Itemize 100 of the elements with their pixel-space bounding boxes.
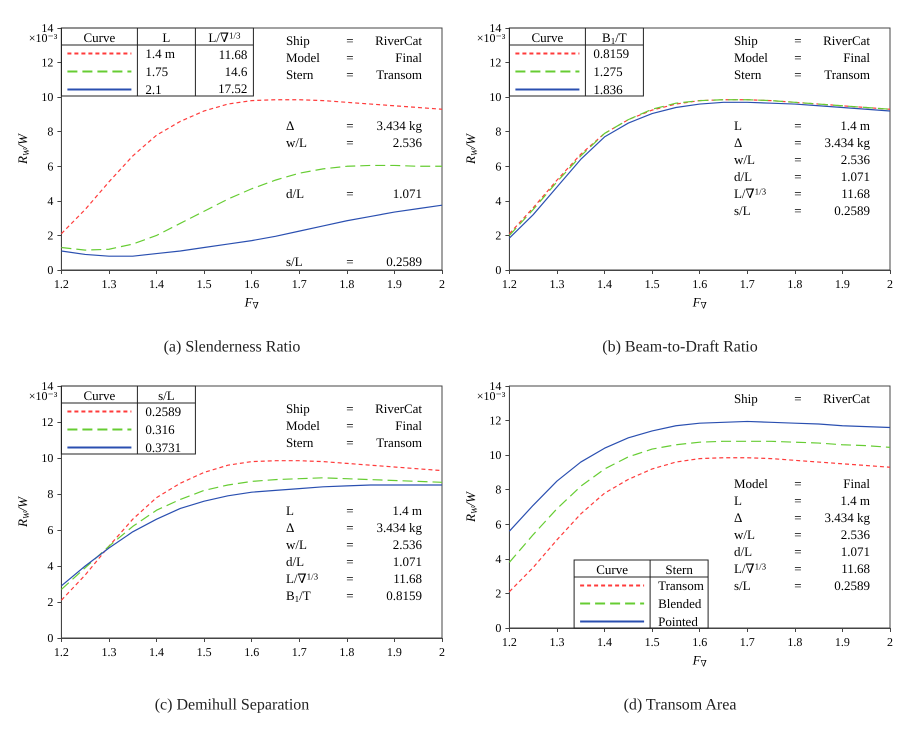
x-tick-label: 1.6 — [692, 635, 708, 649]
x-tick-label: 1.4 — [597, 635, 612, 649]
text: Ship = RiverCat — [286, 33, 422, 48]
x-tick-label: 1.9 — [386, 277, 402, 291]
legend-label: 0.3731 — [145, 440, 182, 455]
x-tick-label: 1.9 — [386, 645, 402, 659]
legend-label: 1.75 — [145, 64, 168, 79]
annotation: L — [162, 30, 170, 45]
y-tick-label: 10 — [41, 90, 54, 104]
x-tick-label: 1.2 — [502, 277, 517, 291]
legend-label: 1.4 m — [145, 46, 176, 61]
y-tick-label: 6 — [47, 523, 54, 537]
legend-label: Transom — [658, 578, 704, 593]
y-tick-label: 8 — [495, 482, 502, 497]
y-tick-label: 12 — [489, 56, 502, 70]
x-tick-label: 1.2 — [502, 635, 517, 649]
x-tick-label: 2 — [887, 635, 893, 649]
legend-title: Curve — [84, 388, 116, 403]
text: s/L = 0.2589 — [734, 203, 870, 218]
x-tick-label: 1.2 — [54, 645, 69, 659]
y-tick-label: 4 — [47, 559, 54, 573]
annotation: s/L — [158, 388, 175, 403]
x-tick-label: 1.8 — [787, 277, 802, 291]
x-tick-label: 1.9 — [834, 635, 850, 649]
line-series — [60, 164, 443, 251]
annotation: 17.52 — [218, 81, 248, 96]
y-tick-label: 0 — [495, 263, 502, 277]
y-tick-label: 2 — [47, 595, 54, 609]
legend-label: 0.316 — [145, 422, 176, 437]
annotation: Stern — [665, 562, 694, 577]
text: Stern = Transom — [734, 67, 870, 82]
x-tick-label: 2 — [439, 645, 445, 659]
y-tick-label: 6 — [495, 159, 502, 174]
x-tick-label: 1.4 — [149, 645, 164, 659]
x-axis-title: F∇ — [692, 652, 707, 668]
text: (b) Beam-to-Draft Ratio — [602, 338, 758, 356]
x-axis-title: F∇ — [692, 294, 707, 310]
y-tick-label: 0 — [495, 621, 502, 635]
text: Δ = 3.434 kg — [734, 135, 870, 150]
y-tick-label: 0 — [47, 263, 54, 277]
line-series — [508, 457, 891, 592]
x-tick-label: 1.3 — [549, 277, 564, 291]
y-tick-label: 4 — [495, 552, 502, 566]
legend-label: 1.275 — [593, 64, 623, 79]
y-tick-label: 12 — [41, 415, 54, 429]
x-axis-title: F∇ — [244, 294, 259, 310]
x-tick-label: 1.6 — [244, 277, 260, 291]
line-series — [60, 99, 443, 234]
text: Model = Final — [286, 418, 422, 433]
text: Stern = Transom — [286, 67, 422, 82]
y-tick-label: 8 — [495, 124, 502, 139]
legend-title: Curve — [596, 562, 628, 577]
y-tick-label: 6 — [47, 159, 54, 174]
line-series — [60, 204, 443, 257]
x-tick-label: 2 — [439, 277, 445, 291]
y-axis-title: RW/W — [463, 490, 479, 523]
y-tick-label: 8 — [47, 124, 54, 139]
text: Ship = RiverCat — [734, 391, 870, 406]
y-tick-label: 12 — [41, 56, 54, 70]
x-tick-label: 1.5 — [196, 277, 212, 291]
y-tick-label: 2 — [495, 586, 502, 600]
y-tick-label: 10 — [41, 451, 54, 465]
annotation: 14.6 — [224, 64, 248, 79]
text: Stern = Transom — [286, 435, 422, 450]
y-tick-label: 2 — [495, 228, 502, 242]
text: (a) Slenderness Ratio — [164, 338, 300, 356]
text: d/L = 1.071 — [286, 186, 422, 201]
legend-title: Curve — [532, 30, 564, 45]
text: d/L = 1.071 — [734, 544, 870, 559]
y-tick-label: 10 — [489, 448, 502, 462]
x-tick-label: 1.3 — [101, 277, 116, 291]
text: L = 1.4 m — [734, 118, 870, 133]
x-tick-label: 1.4 — [149, 277, 164, 291]
x-tick-label: 1.8 — [339, 277, 354, 291]
text: Model = Final — [734, 50, 870, 65]
text: w/L = 2.536 — [734, 527, 870, 542]
text: Δ = 3.434 kg — [286, 118, 422, 133]
y-tick-label: 4 — [47, 194, 54, 208]
x-tick-label: 1.6 — [244, 645, 260, 659]
text: L = 1.4 m — [286, 503, 422, 518]
x-tick-label: 1.6 — [692, 277, 708, 291]
text: s/L = 0.2589 — [286, 254, 422, 269]
y-tick-label: 8 — [47, 487, 54, 501]
y-tick-label: 6 — [495, 517, 502, 532]
y-tick-label: 0 — [47, 631, 54, 645]
y-axis-title: RW/W — [15, 132, 31, 165]
annotation: 11.68 — [218, 47, 248, 62]
x-tick-label: 1.7 — [740, 635, 755, 649]
legend-label: 1.836 — [593, 82, 624, 97]
x-tick-label: 1.3 — [549, 635, 564, 649]
y-tick-label: 4 — [495, 194, 502, 208]
y-tick-label: 2 — [47, 228, 54, 242]
x-tick-label: 1.7 — [292, 645, 307, 659]
y-tick-label: 12 — [489, 414, 502, 428]
line-series — [508, 440, 891, 563]
x-tick-label: 1.4 — [597, 277, 612, 291]
text: d/L = 1.071 — [286, 554, 422, 569]
text: d/L = 1.071 — [734, 169, 870, 184]
x-tick-label: 2 — [887, 277, 893, 291]
x-tick-label: 1.5 — [644, 277, 660, 291]
